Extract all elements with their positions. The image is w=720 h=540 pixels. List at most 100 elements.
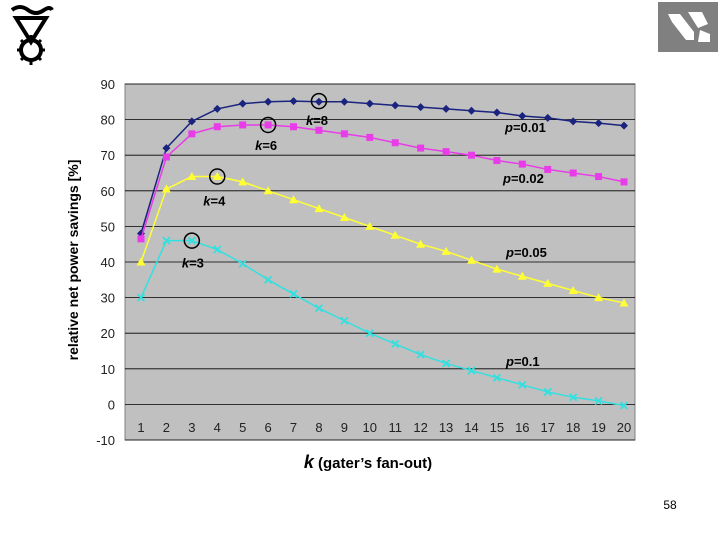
data-point xyxy=(314,204,324,213)
series-p-0-05: p =0.05 xyxy=(136,172,629,307)
data-point xyxy=(620,178,628,186)
data-point xyxy=(466,255,476,264)
data-point xyxy=(365,221,375,230)
data-point xyxy=(161,184,171,193)
optimum-circle xyxy=(183,232,201,249)
x-tick-label: 1 xyxy=(137,420,144,435)
data-point xyxy=(314,304,324,313)
data-point xyxy=(594,396,603,405)
data-point xyxy=(417,144,425,152)
data-point xyxy=(238,259,247,268)
data-point xyxy=(263,275,273,284)
data-point xyxy=(442,104,451,113)
optimum-label: k=3 xyxy=(182,256,204,271)
series-label-variable: p xyxy=(505,354,514,369)
data-point xyxy=(543,278,553,287)
data-point xyxy=(162,236,171,245)
x-tick-label: 19 xyxy=(591,420,605,435)
y-tick-label: 10 xyxy=(101,362,115,377)
optimum-label-variable: k xyxy=(182,256,190,271)
optimum-circle xyxy=(209,168,226,185)
series-label-text: =0.05 xyxy=(514,245,547,260)
data-point xyxy=(391,101,400,110)
y-tick-label: 30 xyxy=(101,291,115,306)
y-tick-label: 90 xyxy=(101,77,115,92)
data-point xyxy=(416,350,425,359)
x-tick-label: 20 xyxy=(617,420,631,435)
x-axis-label-text: (gater’s fan-out) xyxy=(314,455,432,472)
data-point xyxy=(187,236,196,245)
y-tick-label: 70 xyxy=(101,148,115,163)
data-point xyxy=(340,316,349,325)
data-point xyxy=(492,108,501,117)
data-point xyxy=(441,359,451,368)
data-point xyxy=(213,123,221,131)
x-tick-label: 13 xyxy=(439,420,453,435)
data-point xyxy=(137,235,145,243)
data-point xyxy=(568,285,578,294)
x-tick-label: 15 xyxy=(490,420,504,435)
data-point xyxy=(289,289,298,299)
y-tick-label: 60 xyxy=(101,184,115,199)
data-point xyxy=(366,133,374,141)
series-label-text: =0.1 xyxy=(514,354,540,369)
data-point xyxy=(569,117,578,126)
x-tick-label: 12 xyxy=(413,420,427,435)
x-tick-label: 8 xyxy=(315,420,322,435)
data-point xyxy=(212,172,222,181)
data-point xyxy=(544,165,552,173)
data-point xyxy=(619,298,629,307)
data-point xyxy=(136,257,146,266)
series-label: p=0.02 xyxy=(502,171,544,186)
series-label-variable: p xyxy=(502,171,511,186)
data-point xyxy=(263,186,273,195)
data-point xyxy=(441,246,451,255)
x-tick-label: 3 xyxy=(188,420,195,435)
x-tick-label: 9 xyxy=(341,420,348,435)
data-point xyxy=(264,97,273,106)
data-point xyxy=(569,169,577,177)
y-tick-label: 80 xyxy=(101,113,115,128)
data-point xyxy=(442,148,450,156)
data-point xyxy=(467,106,476,115)
data-point xyxy=(391,139,399,147)
data-point xyxy=(264,121,272,129)
data-point xyxy=(569,393,578,402)
data-point xyxy=(290,123,298,131)
technion-logo xyxy=(10,5,54,65)
data-point xyxy=(289,97,298,106)
data-point xyxy=(187,117,196,126)
data-point xyxy=(517,271,527,280)
series-p-0-01: p=0.01 xyxy=(137,97,628,238)
data-point xyxy=(289,195,299,204)
data-point xyxy=(339,213,349,221)
optimum-label-variable: k xyxy=(203,194,211,209)
optimum-label-text: =6 xyxy=(262,138,277,153)
data-point xyxy=(620,121,628,130)
y-tick-label: 50 xyxy=(101,219,115,234)
series-label-variable: p xyxy=(504,120,513,135)
intel-logo xyxy=(658,2,718,52)
series-p-0-02: p=0.02 xyxy=(137,121,628,243)
x-tick-label: 2 xyxy=(163,420,170,435)
y-axis-label: relative net power savings [%] xyxy=(65,160,81,361)
series-line xyxy=(140,100,625,234)
y-tick-label: 40 xyxy=(101,255,115,270)
data-point xyxy=(467,151,475,159)
data-point xyxy=(188,130,196,138)
x-tick-label: 14 xyxy=(464,420,478,435)
optimum-circle xyxy=(259,116,277,134)
data-point xyxy=(340,97,349,106)
data-point xyxy=(162,144,171,153)
x-tick-label: 18 xyxy=(566,420,580,435)
optimum-label-variable: k xyxy=(306,113,314,128)
series-label: p=0.01 xyxy=(504,120,546,135)
optimum-label-text: =3 xyxy=(189,256,204,271)
data-point xyxy=(365,329,374,338)
optimum-label-text: =8 xyxy=(313,113,328,128)
data-point xyxy=(162,153,170,161)
optimum-label: k=6 xyxy=(255,138,277,153)
data-point xyxy=(391,339,400,349)
y-tick-label: 20 xyxy=(101,326,115,341)
y-tick-label: 0 xyxy=(108,397,115,412)
